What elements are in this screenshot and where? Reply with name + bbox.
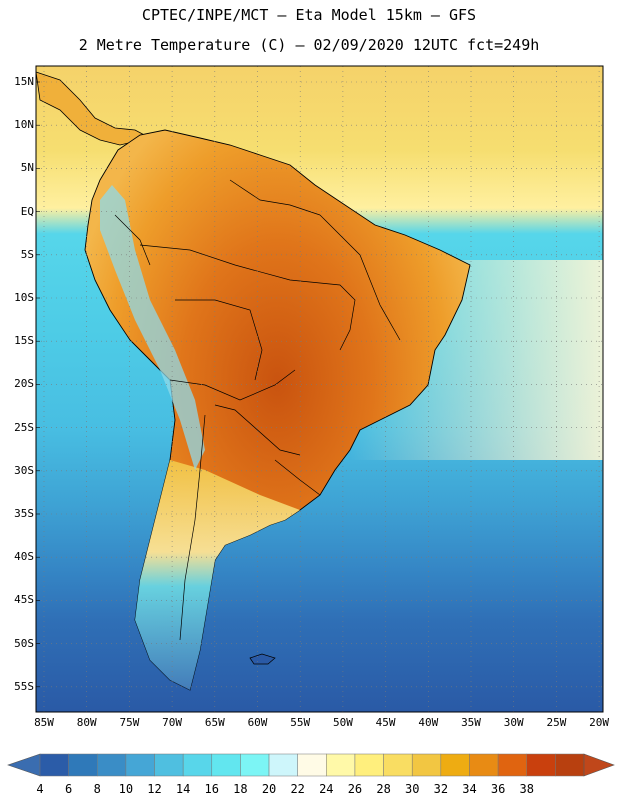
colorbar-tick-label: 16 [204, 782, 219, 796]
map-frame [35, 65, 604, 713]
colorbar-tick-label: 24 [319, 782, 334, 796]
colorbar-swatch [154, 753, 184, 777]
colorbar-tick-label: 8 [93, 782, 101, 796]
lat-label: 55S [14, 679, 34, 693]
lon-label: 55W [290, 716, 311, 729]
colorbar-swatch [68, 753, 98, 777]
colorbar-tick-label: 10 [118, 782, 134, 796]
colorbar-swatch [211, 753, 241, 777]
lat-label: 40S [14, 550, 34, 564]
lat-label: 15S [14, 334, 34, 348]
colorbar-swatch [497, 753, 527, 777]
colorbar-swatch [268, 753, 298, 777]
colorbar-tick-label: 28 [376, 782, 391, 796]
lon-label: 30W [503, 716, 524, 729]
colorbar-swatch [39, 753, 69, 777]
colorbar-tick-label: 20 [261, 782, 277, 796]
colorbar-tick-label: 38 [519, 782, 534, 796]
colorbar-low-arrow [7, 753, 41, 777]
lat-label: 5S [20, 247, 34, 261]
colorbar-tick-label: 14 [175, 782, 191, 796]
colorbar-tick-label: 34 [462, 782, 477, 796]
colorbar-swatch [383, 753, 413, 777]
lon-label: 45W [375, 716, 396, 729]
lon-label: 85W [34, 716, 54, 729]
colorbar-swatch [555, 753, 585, 777]
colorbar-swatch [182, 753, 213, 777]
country-borders [114, 179, 401, 641]
lon-label: 25W [546, 716, 567, 729]
lat-label: 30S [14, 463, 34, 477]
southern-cone [135, 460, 300, 690]
colorbar-tick-label: 30 [404, 782, 420, 796]
colorbar-tick-label: 36 [490, 782, 506, 796]
colorbar-swatch [125, 753, 155, 777]
lat-label: 35S [14, 507, 34, 520]
colorbar-swatch [411, 753, 442, 777]
chart-title: CPTEC/INPE/MCT — Eta Model 15km — GFS [141, 6, 477, 24]
lon-label: 80W [76, 716, 97, 729]
lat-label: 25S [14, 420, 34, 434]
colorbar-swatch [469, 753, 499, 777]
lon-label: 65W [204, 716, 225, 729]
lon-label: 40W [418, 716, 439, 729]
lon-label: 70W [162, 716, 183, 729]
lat-label: 45S [14, 593, 34, 607]
colorbar-tick-label: 18 [233, 782, 248, 796]
colorbar-tick-label: 26 [347, 782, 363, 796]
colorbar-tick-label: 6 [65, 782, 73, 796]
lat-label: EQ [20, 204, 34, 218]
colorbar-tick-label: 32 [433, 782, 449, 796]
lon-label: 60W [247, 716, 268, 729]
chart-subtitle: 2 Metre Temperature (C) — 02/09/2020 12U… [78, 36, 540, 54]
lat-label: 10S [14, 291, 34, 304]
colorbar-swatch [97, 753, 127, 777]
lat-label: 50S [14, 636, 34, 650]
graticule [36, 66, 603, 712]
colorbar-swatch [440, 753, 470, 777]
colorbar-tick-label: 4 [36, 782, 44, 796]
colorbar-swatch [297, 753, 327, 777]
lat-label: 5N [20, 161, 34, 175]
lon-label: 20W [589, 716, 610, 729]
lon-label: 50W [332, 716, 353, 729]
lat-label: 10N [14, 118, 34, 132]
lat-label: 20S [14, 377, 34, 391]
colorbar-swatch [354, 753, 384, 777]
lon-label: 75W [119, 716, 140, 729]
colorbar-tick-label: 22 [290, 782, 305, 796]
andes-cool-strip [100, 185, 205, 470]
falkland-islands [249, 653, 276, 665]
colorbar-swatch [326, 753, 356, 777]
lat-label: 15N [14, 75, 34, 88]
colorbar-swatch [526, 753, 556, 777]
colorbar-swatch [240, 753, 270, 777]
colorbar-tick-label: 12 [147, 782, 162, 796]
lon-label: 35W [461, 716, 481, 729]
colorbar-high-arrow [583, 753, 615, 777]
colorbar [7, 753, 615, 777]
